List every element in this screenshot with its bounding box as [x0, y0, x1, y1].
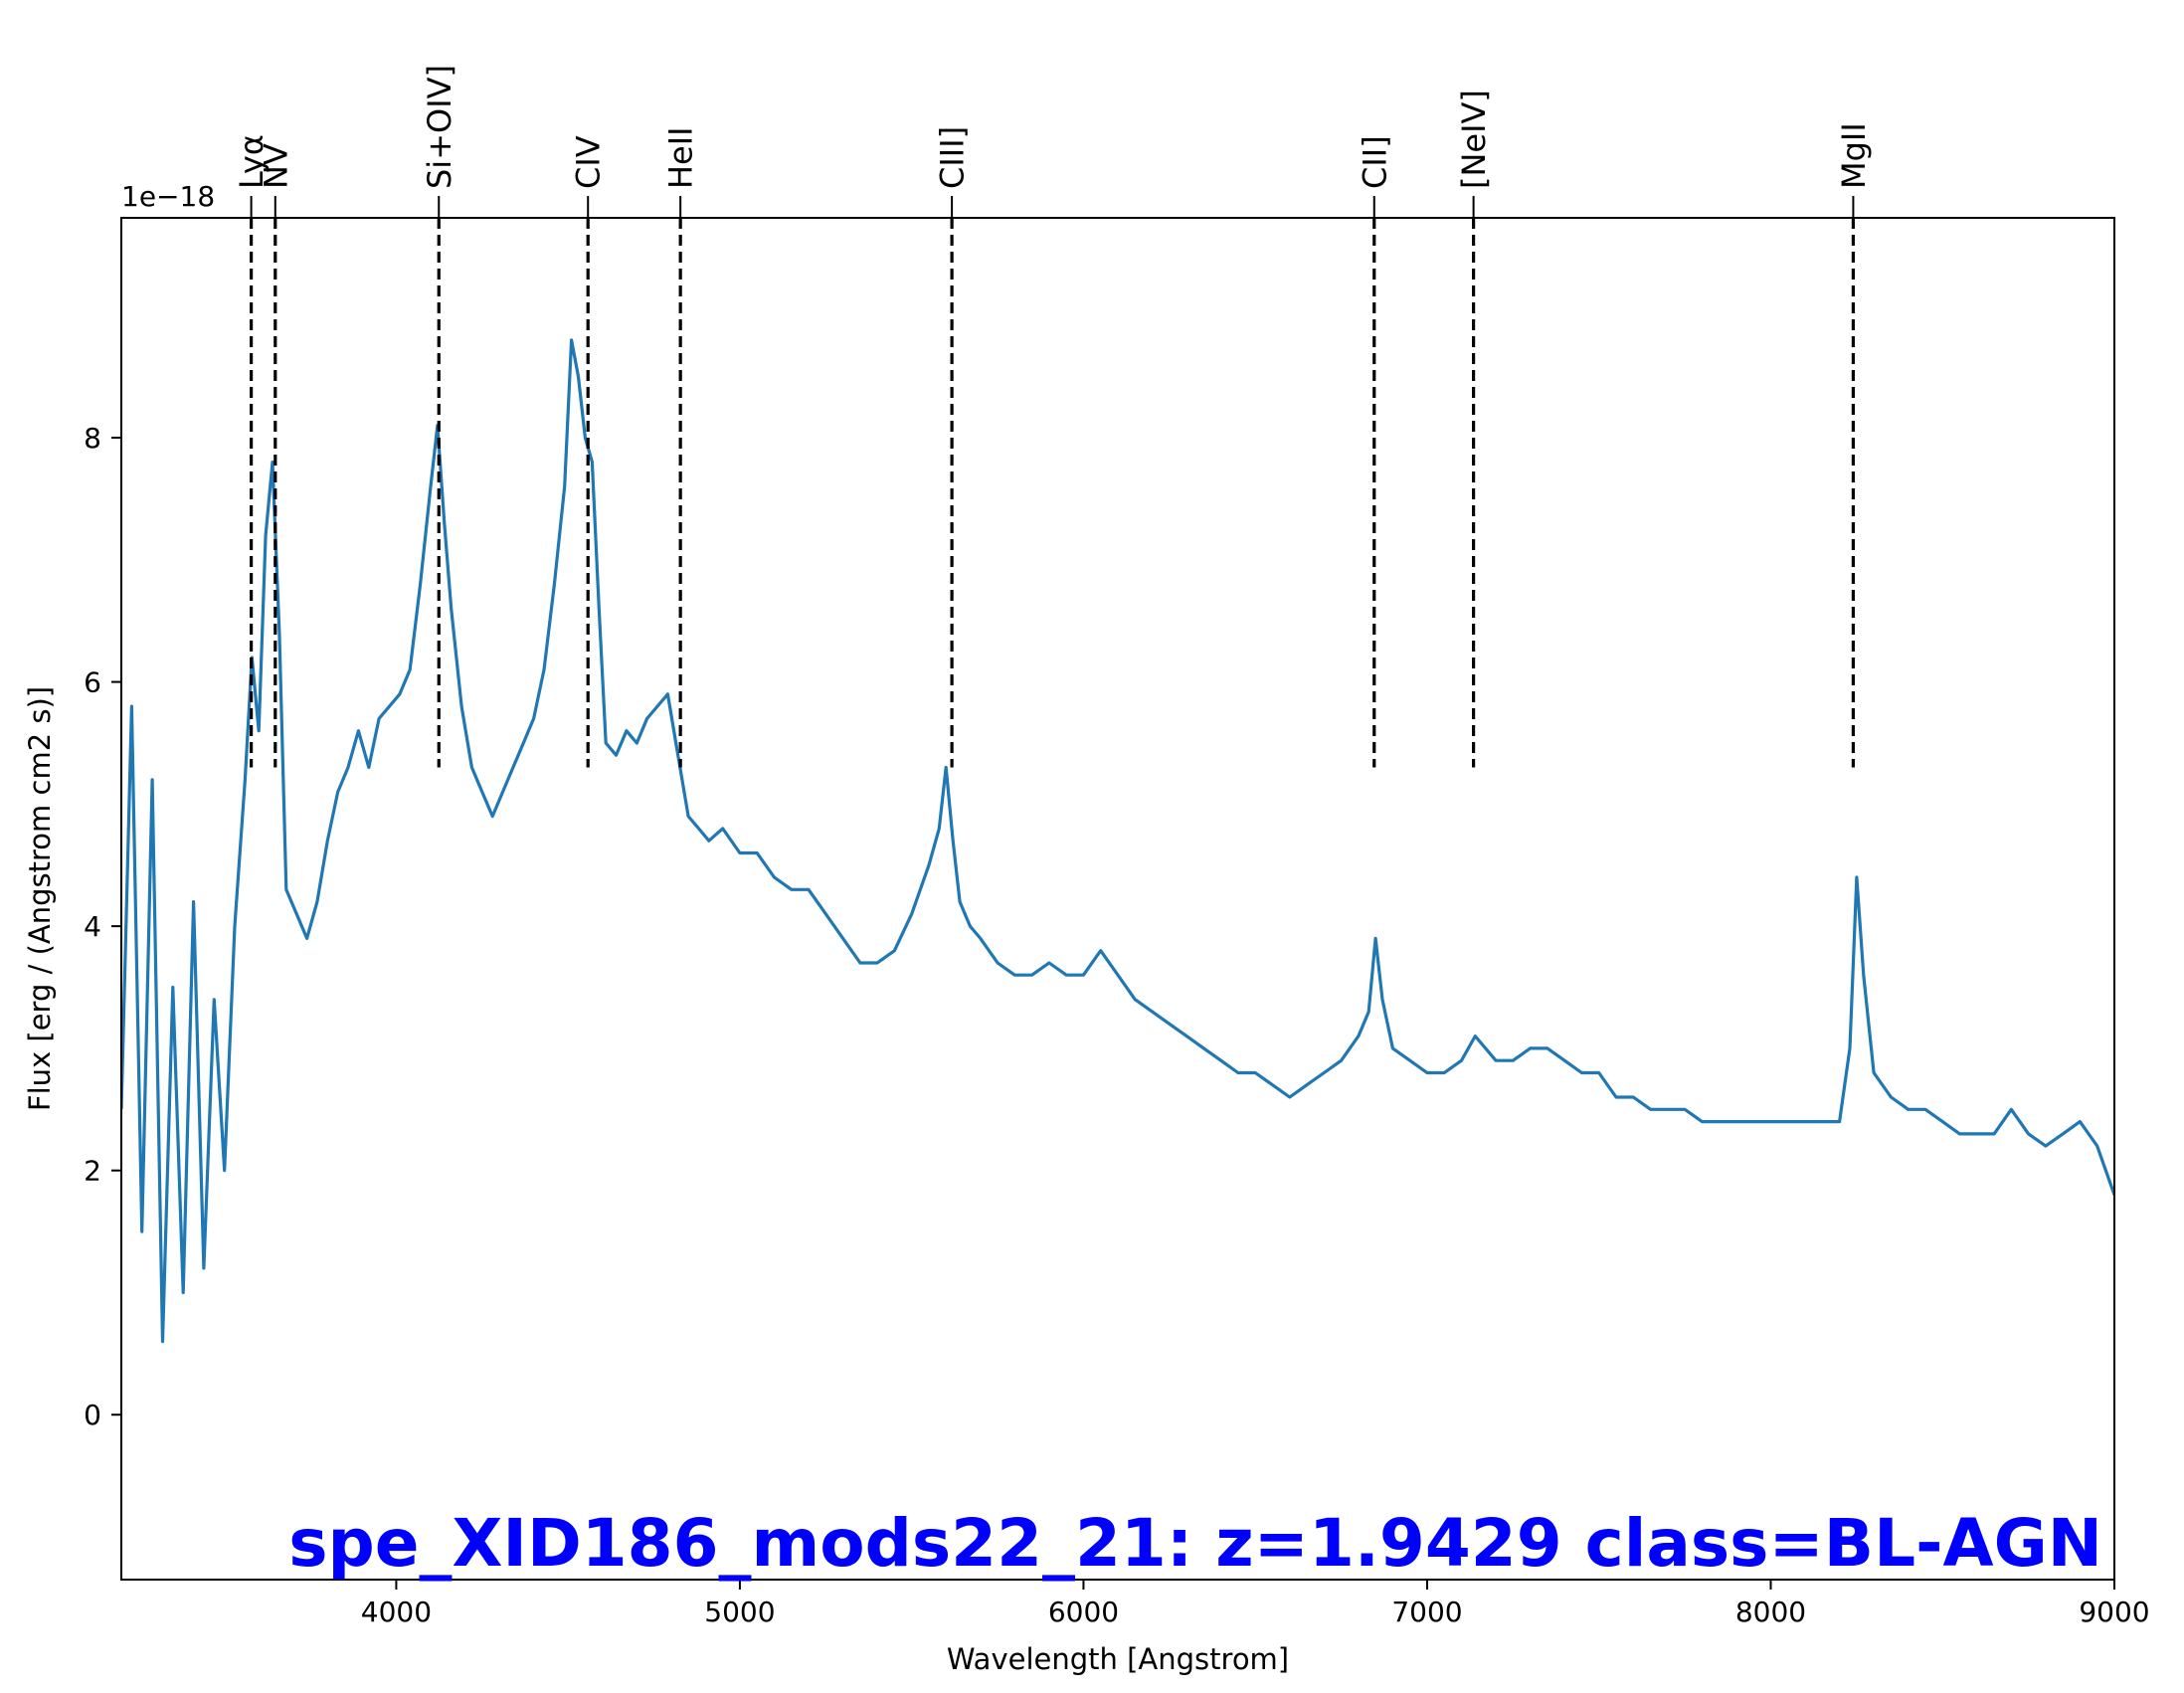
emission-line-label: NV [257, 143, 294, 189]
y-tick-label: 0 [84, 1399, 101, 1431]
y-tick-label: 6 [84, 666, 101, 699]
plot-frame [120, 217, 2115, 1581]
emission-line-label: Si+OIV] [421, 65, 458, 189]
x-tick-label: 9000 [2079, 1596, 2149, 1628]
y-axis-ticks: 0 2 4 6 8 [84, 422, 121, 1431]
emission-line-label: MgII [1835, 122, 1873, 189]
x-axis-label: Wavelength [Angstrom] [947, 1642, 1289, 1676]
emission-line-label: Lyα [233, 134, 271, 189]
spectrum-series-line [121, 338, 2114, 1344]
x-tick-label: 7000 [1391, 1596, 1462, 1628]
emission-line-label: HeII [662, 126, 700, 189]
x-axis-ticks: 4000 5000 6000 7000 8000 9000 [361, 1580, 2150, 1628]
emission-line-label: CIII] [934, 126, 972, 189]
x-tick-label: 5000 [704, 1596, 775, 1628]
y-tick-label: 8 [84, 422, 101, 455]
x-tick-label: 4000 [361, 1596, 432, 1628]
emission-line-label: CIV [570, 135, 608, 189]
x-tick-label: 6000 [1048, 1596, 1119, 1628]
y-tick-label: 2 [84, 1155, 101, 1188]
emission-line-label: [NeIV] [1455, 90, 1493, 189]
emission-line-label: CII] [1356, 135, 1393, 189]
y-offset-label: 1e−18 [121, 180, 215, 213]
chart-title: spe_XID186_mods22_21: z=1.9429 class=BL-… [288, 1505, 2102, 1582]
y-axis-label: Flux [erg / (Angstrom cm2 s)] [23, 686, 57, 1111]
x-tick-label: 8000 [1735, 1596, 1806, 1628]
data-layer [121, 338, 2114, 1344]
y-tick-label: 4 [84, 910, 101, 943]
